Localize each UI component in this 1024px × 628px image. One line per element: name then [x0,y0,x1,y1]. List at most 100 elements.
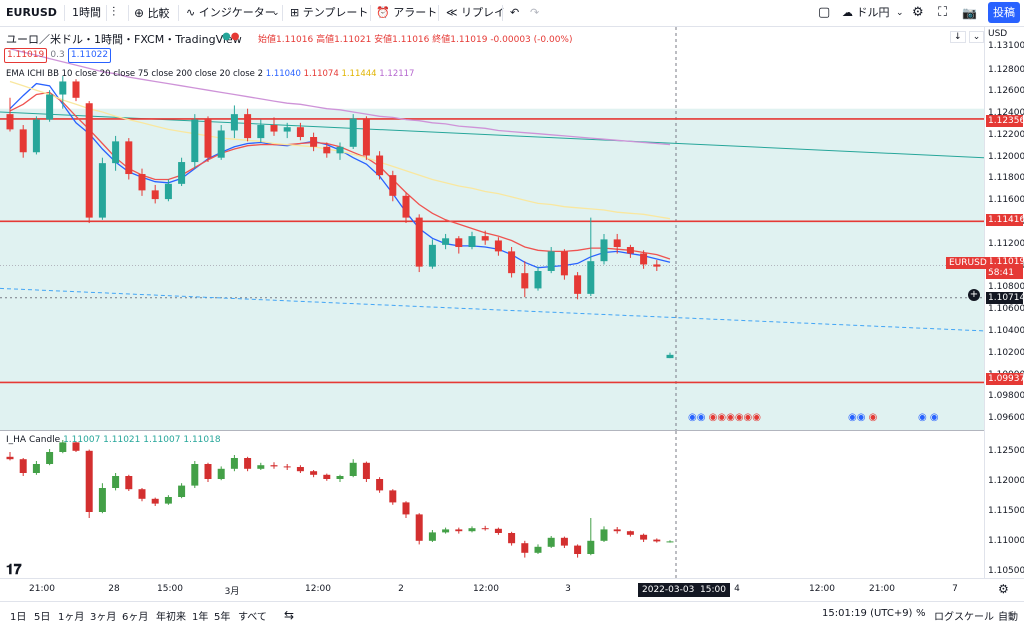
event-flag-us-icon[interactable]: ◉◉◉◉◉◉ [708,412,761,423]
auto-scale-toggle[interactable]: 自動 [998,612,1018,623]
event-flag-eu-icon[interactable]: ◉◉ [688,412,706,423]
ha-candle [46,449,54,466]
fullscreen-icon[interactable]: ⛶ [938,5,948,20]
ha-candle [468,526,476,533]
range-button[interactable]: 5日 [34,612,51,623]
candle [442,233,450,250]
indicator-name: EMA ICHI BB 10 close 20 close 75 close 2… [6,69,264,79]
cloud-icon: ☁ [842,6,853,19]
main-chart-pane[interactable] [0,27,984,430]
camera-icon[interactable]: 📷 [962,6,977,20]
interval-button[interactable]: 1時間 [72,6,101,19]
time-axis[interactable]: 21:00 28 15:00 3月 12:00 2 12:00 3 4 12:00 21:00 7 2… [0,578,1024,601]
ha-candle [244,456,252,472]
range-button[interactable]: 6ヶ月 [122,612,149,623]
candle [310,132,318,152]
range-button[interactable]: 5年 [214,612,231,623]
legend-dot: ● [230,31,240,42]
ha-candle [574,544,582,558]
ha-candle-pane[interactable] [0,431,984,578]
price-tick: 1.10800 [988,282,1024,293]
goto-date-icon[interactable]: ⇆ [284,608,295,622]
sub-price-tick: 1.10500 [988,566,1024,576]
candle [46,90,54,122]
indicators-dropdown-icon[interactable]: ⌄ [272,8,280,18]
undo-icon[interactable]: ↶ [510,6,520,19]
bid-price-box[interactable]: 1.11019 [4,48,48,63]
event-flag-eu-icon[interactable]: ◉ ◉ [918,412,939,423]
event-flag-us-icon[interactable]: ◉ [868,412,878,423]
candle [600,233,608,265]
candle [191,114,199,169]
price-tick: 1.09800 [988,391,1024,402]
collapse-legend-icon[interactable]: ⌄ [968,31,985,43]
currency-cloud-button[interactable]: ☁ ドル円 [842,4,890,22]
candle [613,233,621,254]
ha-candle [230,455,238,472]
template-button[interactable]: ⊞ テンプレート [290,4,368,22]
candle [336,142,344,160]
range-button[interactable]: すべて [238,612,267,623]
time-tick: 21:00 [29,584,55,594]
price-tick: 1.12800 [988,64,1024,75]
tradingview-logo[interactable]: 𝟏𝟕 [6,562,22,578]
ha-candle [19,458,27,476]
ha-candle [560,536,568,548]
indicators-label: インジケーター [198,6,276,19]
compare-button[interactable]: ⊕ 比較 [134,4,170,22]
toolbar-divider [106,5,107,21]
candle [98,157,106,220]
currency-dropdown-icon[interactable]: ⌄ [896,8,904,18]
percent-toggle[interactable]: % [916,608,926,619]
range-button[interactable]: 1日 [10,612,27,623]
symbol-price-tag: EURUSD [946,257,990,269]
indicators-icon: ∿ [186,6,196,19]
price-axis[interactable]: USD 1.13100 1.12800 1.12600 1.12400 1.12200 1… [984,27,1024,578]
template-label: テンプレート [302,6,369,19]
layout-square-icon[interactable]: ▢ [818,5,831,20]
log-scale-toggle[interactable]: ログスケール [934,612,994,623]
currency-label[interactable]: USD [988,29,1008,39]
range-button[interactable]: 1ヶ月 [58,612,85,623]
price-tick: 1.12400 [988,108,1024,119]
trend-line-dashed[interactable] [0,287,984,332]
ha-candle [389,489,397,505]
redo-icon[interactable]: ↷ [530,6,540,19]
candle [587,217,595,297]
ha-candle [508,531,516,546]
candle [138,168,146,196]
candle [19,125,27,158]
indicators-button[interactable]: ∿ インジケーター [186,4,276,22]
symbol-search-button[interactable]: EURUSD [6,6,57,19]
candle [85,101,93,224]
settings-gear-icon[interactable]: ⚙ [998,582,1009,596]
range-button[interactable]: 年初来 [156,612,186,623]
sub-price-tick: 1.11000 [988,536,1024,546]
collapse-arrow-icon[interactable]: ↓ [950,31,966,43]
replay-button[interactable]: ≪ リプレイ [446,4,505,22]
clock-readout[interactable]: 15:01:19 (UTC+9) [822,608,913,619]
chart-style-icon[interactable]: ⫶ [112,5,116,20]
time-tick: 21:00 [869,584,895,594]
candle [389,170,397,202]
time-tick: 2 [398,584,404,594]
top-toolbar: EURUSD 1時間 ⫶ ⊕ 比較 ∿ インジケーター ⌄ ⊞ テンプレート ⏰… [0,0,1024,27]
candle [574,272,582,300]
range-button[interactable]: 1年 [192,612,209,623]
settings-gear-icon[interactable]: ⚙ [912,5,924,20]
alert-button[interactable]: ⏰ アラート [376,4,437,22]
event-flag-eu-icon[interactable]: ◉◉ [848,412,866,423]
events-row-2: ◉◉ ◉ [848,412,877,423]
candle [468,231,476,250]
time-tick: 28 [108,584,120,594]
range-button[interactable]: 3ヶ月 [90,612,117,623]
sub-price-tick: 1.11500 [988,506,1024,516]
post-button[interactable]: 投稿 [988,2,1020,23]
price-tick: 1.10600 [988,304,1024,315]
add-plus-icon[interactable]: + [968,289,980,301]
ask-price-box[interactable]: 1.11022 [67,48,112,63]
price-tick: 1.11200 [988,238,1024,249]
pane-separator[interactable] [0,430,1024,431]
rewind-icon: ≪ [446,6,458,19]
price-tick: 1.10200 [988,347,1024,358]
